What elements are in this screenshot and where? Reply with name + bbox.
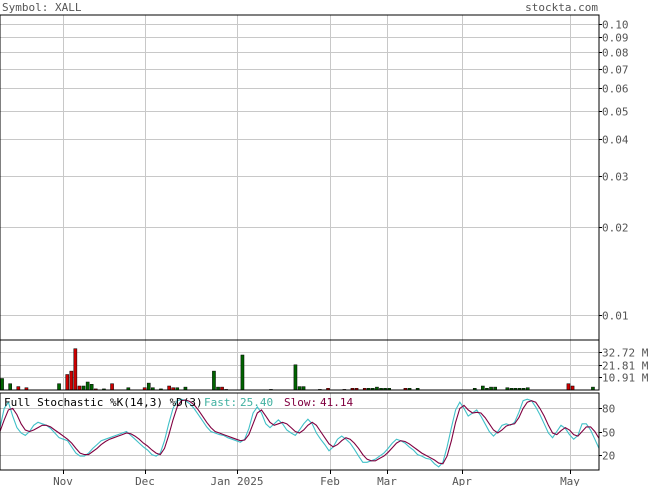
slow-line [0,399,600,465]
volume-grid [0,340,599,390]
volume-bar [89,384,94,391]
price-tick-label: 0.02 [602,222,629,235]
volume-bar [16,386,21,391]
x-axis: Nov Dec Jan 2025 Feb Mar Apr May [53,470,580,486]
stochastic-panel: 80 50 20 Full Stochastic %K(14,3) %D(3) Fa… [0,392,615,471]
volume-bar [73,348,78,391]
x-tick-label: Apr [452,475,472,486]
volume-bar [57,383,61,391]
volume-panel: 32.72 M21.81 M10.91 M [0,339,649,391]
price-panel: 0.100.09 0.08 0.07 0.06 0.05 0.04 0.03 0.02 0.01 [0,14,629,341]
volume-bars [0,348,595,391]
stochastic-title: Full Stochastic %K(14,3) %D(3) [4,396,203,409]
volume-panel-frame [0,339,600,391]
volume-tick-label: 21.81 M [602,360,649,373]
volume-bar [110,383,114,391]
volume-bar [65,374,70,391]
volume-bar [570,385,575,391]
price-tick-label: 0.03 [602,171,629,184]
price-tick-label: 0.07 [602,64,629,77]
price-panel-frame [0,14,600,341]
volume-bar [77,385,82,391]
slow-value: 41.14 [320,396,353,409]
stochastic-tick-label: 50 [602,427,615,440]
volume-bar [81,385,86,391]
volume-bar [240,354,245,391]
price-tick-label: 0.09 [602,32,629,45]
volume-bar [0,378,4,391]
fast-label: Fast: [204,396,237,409]
stochastic-y-axis: 80 50 20 [599,403,615,463]
stochastic-panel-frame [0,392,600,471]
x-tick-label: Dec [135,475,155,486]
x-tick-label: May [560,475,580,486]
slow-label: Slow: [284,396,317,409]
volume-bar [69,370,74,391]
x-tick-label: Feb [320,475,340,486]
price-tick-label: 0.04 [602,134,629,147]
volume-bar [146,382,151,391]
x-tick-label: Jan 2025 [211,475,264,486]
volume-tick-label: 10.91 M [602,372,649,385]
price-tick-label: 0.01 [602,310,629,323]
volume-bar [566,383,571,391]
stochastic-tick-label: 80 [602,403,615,416]
fast-line [0,398,600,468]
volume-bar [8,383,12,391]
price-grid [0,15,599,340]
price-tick-label: 0.06 [602,83,629,96]
x-tick-label: Nov [53,475,73,486]
symbol-label: Symbol: XALL [2,1,82,14]
volume-bar [293,364,298,391]
price-tick-label: 0.10 [602,19,629,32]
stochastic-lines [0,398,600,468]
volume-bar [297,386,302,391]
price-y-axis: 0.100.09 0.08 0.07 0.06 0.05 0.04 0.03 0.02 0.01 [599,19,629,323]
price-tick-label: 0.05 [602,106,629,119]
volume-y-axis: 32.72 M21.81 M10.91 M [599,347,649,385]
volume-bar [167,385,171,391]
site-name: stockta.com [525,1,598,14]
volume-bar [85,381,90,391]
volume-bar [301,386,306,391]
volume-bar [481,385,485,391]
price-tick-label: 0.08 [602,47,629,60]
volume-tick-label: 32.72 M [602,347,649,360]
volume-bar [212,370,216,391]
fast-value: 25.40 [240,396,273,409]
stochastic-tick-label: 20 [602,450,615,463]
x-tick-label: Mar [377,475,397,486]
